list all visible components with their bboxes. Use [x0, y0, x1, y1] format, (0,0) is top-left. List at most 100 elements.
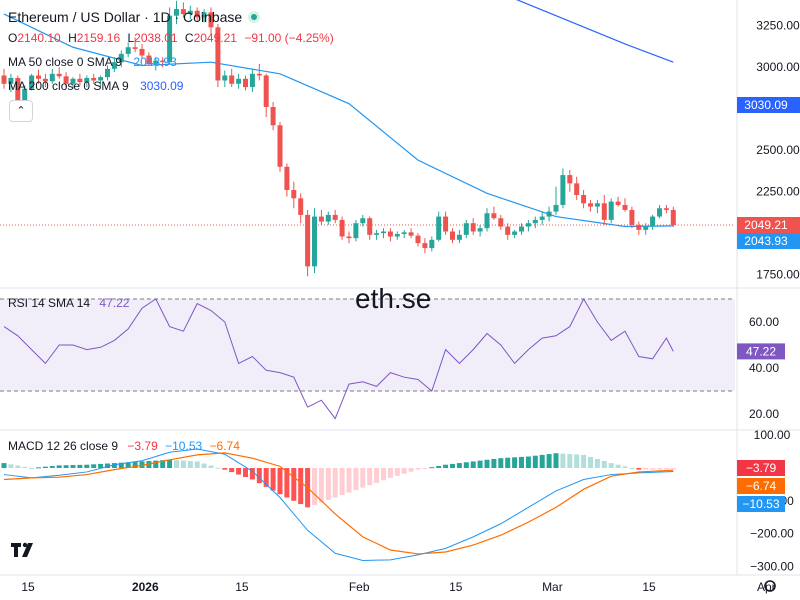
symbol-title-text: Ethereum / US Dollar · 1D · Coinbase [8, 9, 243, 25]
macd-histogram-bar [291, 468, 297, 501]
rsi-pane[interactable] [0, 297, 735, 420]
candle-body [318, 216, 324, 222]
macd-histogram-bar [56, 465, 62, 468]
candle-body [339, 219, 345, 237]
price-pane[interactable] [0, 0, 735, 277]
macd-histogram-bar [387, 468, 393, 478]
macd-histogram-bar [318, 468, 324, 503]
candle-body [256, 73, 262, 76]
collapse-legend-button[interactable]: ⌃ [9, 100, 33, 122]
macd-pane[interactable] [1, 448, 676, 561]
candle-body [643, 226, 649, 230]
candle-body [360, 218, 366, 224]
watermark-text: eth.se [355, 283, 432, 314]
candle-body [118, 53, 124, 63]
candle [608, 198, 614, 224]
candle [277, 121, 283, 172]
candle [201, 9, 207, 23]
candle-body [401, 232, 407, 234]
candle [153, 57, 159, 71]
candle-body [560, 175, 566, 205]
candle-body [608, 201, 614, 220]
macd-histogram-bar [215, 467, 221, 469]
candle-body [167, 15, 173, 63]
candle-body [111, 62, 117, 69]
symbol-title[interactable]: Ethereum / US Dollar · 1D · Coinbase [8, 9, 261, 25]
candle [42, 73, 48, 88]
candle-body [636, 224, 642, 230]
candle [567, 170, 573, 192]
candle [629, 206, 635, 229]
macd-histogram-bar [443, 464, 449, 468]
macd-histogram-bar [229, 468, 235, 473]
rsi-legend[interactable]: RSI 14 SMA 14 47.22 [8, 296, 133, 310]
candle-body [553, 204, 559, 212]
macd-hist-badge: −3.79 [746, 461, 777, 475]
macd-histogram-bar [629, 468, 635, 469]
tradingview-logo-icon[interactable] [10, 540, 38, 560]
candle [636, 221, 642, 235]
macd-histogram-bar [22, 466, 28, 468]
candle-body [429, 239, 435, 249]
candle-body [491, 213, 497, 219]
candle [387, 228, 393, 242]
macd-tick-label: 100.00 [754, 428, 791, 442]
candle-body [519, 226, 524, 232]
close-label: C [184, 31, 194, 45]
macd-histogram-bar [222, 468, 228, 470]
ma50-badge: 2043.93 [744, 234, 788, 248]
candle [401, 229, 407, 239]
candle-body [91, 77, 97, 81]
candle-body [629, 209, 635, 225]
rsi-tick-label: 20.00 [749, 407, 779, 421]
candle-body [650, 216, 656, 227]
candle-body [546, 211, 552, 217]
candle-body [408, 232, 414, 236]
macd-histogram-bar [532, 455, 538, 468]
ma200-badge-bg [737, 97, 800, 113]
macd-histogram-bar [1, 463, 7, 468]
candle-body [539, 216, 545, 220]
candle [318, 209, 324, 225]
macd-signal-line [3, 452, 674, 555]
candle-body [332, 214, 338, 220]
candle-body [194, 10, 200, 18]
candle [270, 102, 276, 131]
candle [470, 218, 476, 235]
time-tick-label: 15 [21, 580, 35, 594]
macd-histogram-bar [270, 468, 276, 491]
candle-body [470, 223, 476, 232]
macd-legend[interactable]: MACD 12 26 close 9 −3.79 −10.53 −6.74 [8, 439, 244, 453]
candle [553, 186, 559, 215]
candle-body [84, 77, 90, 83]
candle-body [594, 203, 600, 207]
candle-body [105, 68, 110, 78]
candle [84, 75, 90, 88]
candle-body [49, 73, 55, 82]
candle-body [42, 78, 48, 82]
macd-histogram-bar [615, 464, 621, 468]
macd-histogram-bar [284, 468, 290, 498]
ma200-legend[interactable]: MA 200 close 0 SMA 9 3030.09 [8, 79, 187, 93]
ma50-legend[interactable]: MA 50 close 0 SMA 9 2043.93 [8, 55, 181, 69]
candle-body [622, 204, 628, 210]
candle [243, 75, 248, 91]
price-tick-label: 2250.00 [756, 185, 800, 199]
macd-histogram-bar [636, 468, 642, 470]
macd-line-badge-bg [737, 496, 785, 512]
ma50-badge-bg [737, 233, 800, 249]
macd-histogram-bar [491, 458, 497, 468]
macd-histogram-bar [256, 468, 262, 484]
candle-body [532, 219, 538, 224]
high-value: 2159.16 [76, 31, 121, 45]
candle [519, 223, 524, 235]
candle [360, 214, 366, 227]
candle-body [36, 75, 41, 79]
rsi-badge: 47.22 [746, 344, 776, 358]
candle [477, 224, 483, 237]
candle [491, 206, 497, 220]
gear-icon[interactable] [764, 580, 776, 592]
macd-histogram-bar [539, 454, 545, 468]
rsi-value: 47.22 [99, 296, 130, 310]
